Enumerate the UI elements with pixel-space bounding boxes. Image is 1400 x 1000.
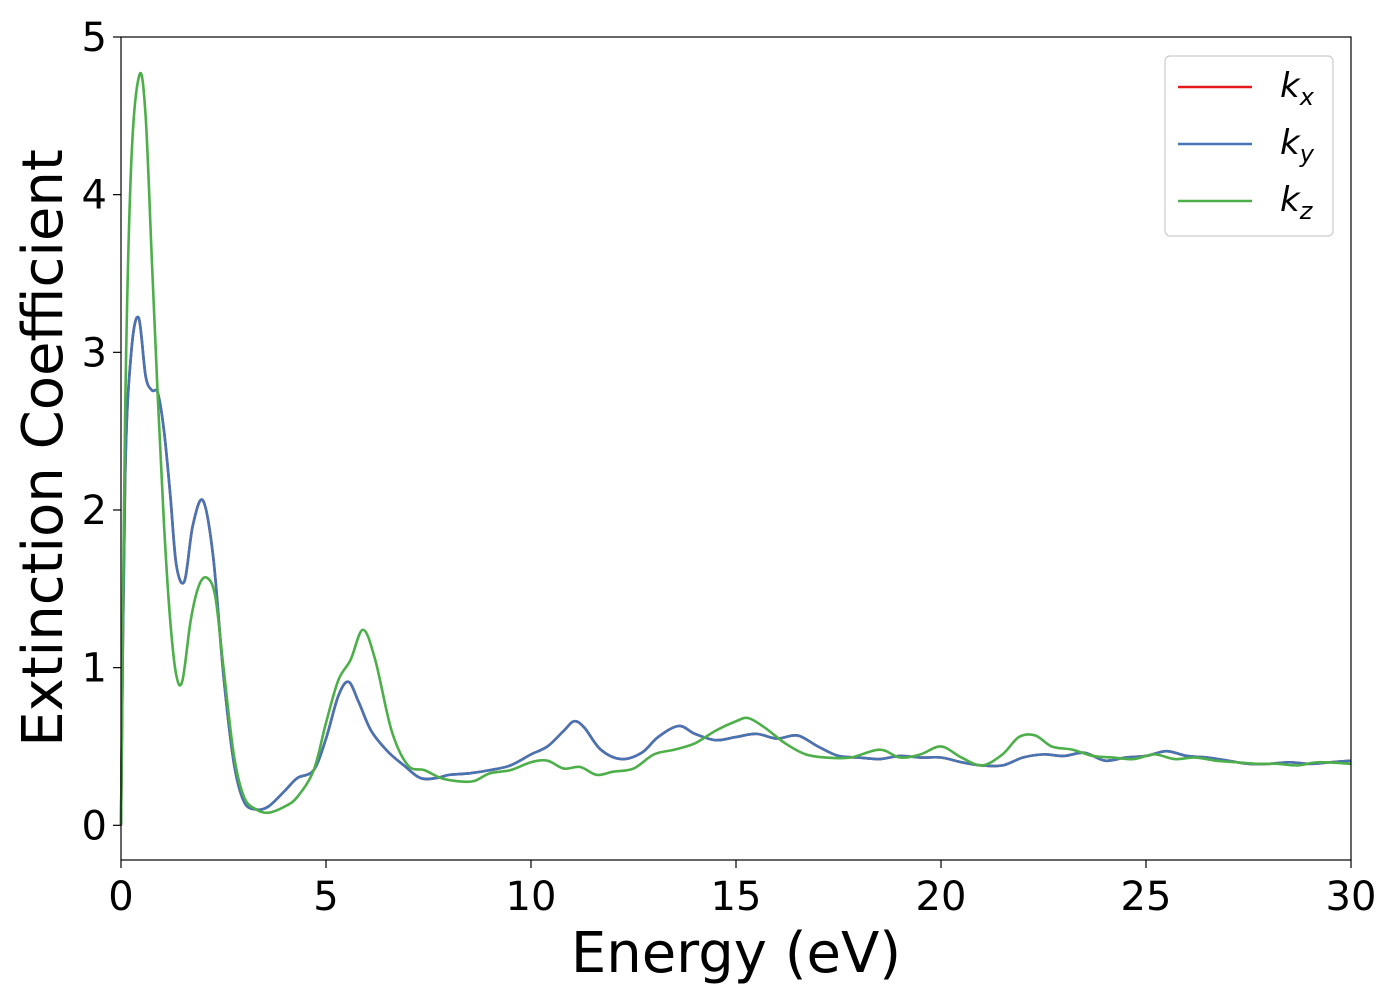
- legend-label-z: kz: [1280, 180, 1314, 225]
- x-tick-label: 20: [916, 874, 967, 920]
- x-tick-label: 25: [1121, 874, 1172, 920]
- series-line-x: [119, 315, 1352, 826]
- y-tick-label: 1: [82, 646, 107, 692]
- x-tick-label: 10: [506, 874, 557, 920]
- y-tick-label: 4: [82, 173, 107, 219]
- x-axis-ticks: 0 5 10 15 20 25 30: [108, 860, 1376, 920]
- y-tick-label: 5: [82, 15, 107, 61]
- legend-label-y: ky: [1280, 123, 1315, 168]
- legend: kx ky kz: [1164, 55, 1334, 237]
- legend-box: [1164, 55, 1334, 237]
- series-line-y: [119, 315, 1352, 826]
- y-tick-label: 2: [82, 488, 107, 534]
- x-axis-label: Energy (eV): [571, 921, 901, 986]
- x-tick-label: 30: [1326, 874, 1377, 920]
- series-line-z: [119, 71, 1352, 826]
- y-tick-label: 3: [82, 330, 107, 376]
- x-tick-label: 5: [313, 874, 338, 920]
- y-axis-label: Extinction Coefficient: [11, 149, 76, 747]
- series-layer: [119, 71, 1352, 826]
- x-tick-label: 0: [108, 874, 133, 920]
- y-axis-ticks: 0 1 2 3 4 5: [82, 15, 121, 849]
- legend-label-x: kx: [1280, 66, 1315, 111]
- x-tick-label: 15: [711, 874, 762, 920]
- y-tick-label: 0: [82, 803, 107, 849]
